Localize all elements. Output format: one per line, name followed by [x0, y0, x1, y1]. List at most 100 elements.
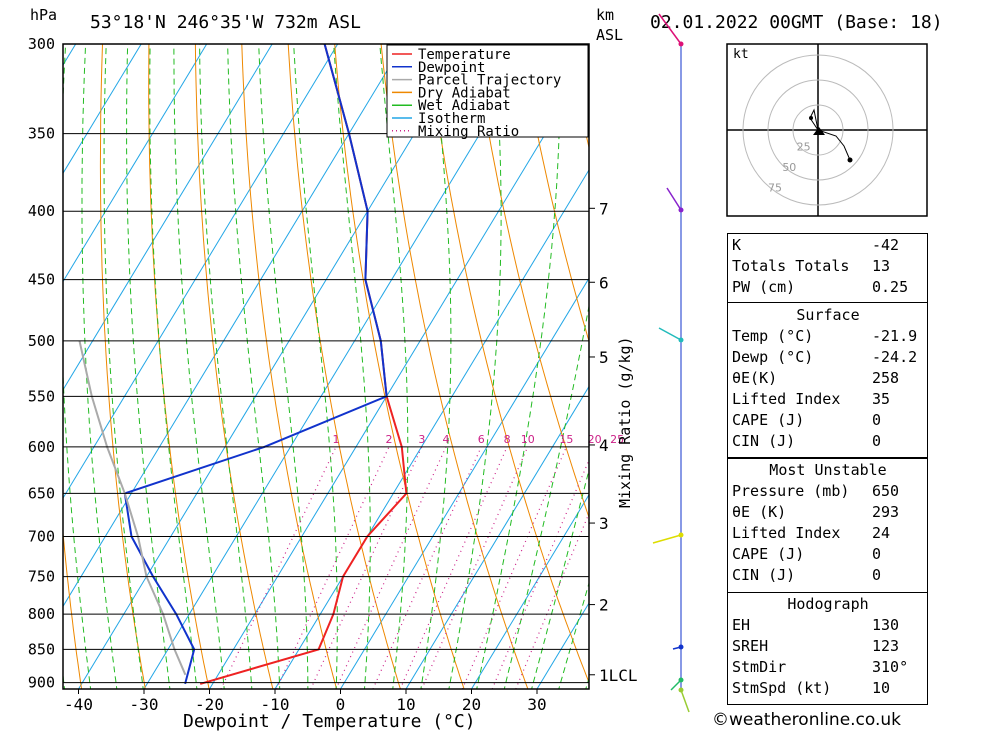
row-pw: PW (cm) 0.25 [732, 278, 909, 296]
hodograph-indices: Hodograph EH 130 SREH 123 StmDir 310° StmSp… [728, 594, 928, 699]
pressure-tick-label: 500 [28, 332, 55, 350]
height-tick-label: 5 [599, 348, 609, 367]
surface-title: Surface [796, 306, 860, 324]
hodograph-unit: kt [733, 47, 749, 62]
isotherm-line [340, 277, 589, 689]
isotherm-line [63, 44, 339, 500]
legend-label: Temperature [418, 47, 511, 63]
mixing-ratio-label: 8 [504, 433, 511, 446]
mu-title: Most Unstable [769, 461, 887, 479]
wet-adiabat-line [81, 44, 118, 689]
copyright-text[interactable]: ©weatheronline.co.uk [712, 710, 902, 730]
mixing-ratio-axis-label: Mixing Ratio (g/kg) [616, 336, 634, 508]
wet-adiabat-line [531, 468, 589, 689]
wind-barb [670, 679, 682, 691]
legend-label: Mixing Ratio [418, 124, 519, 140]
wind-barb [666, 187, 682, 211]
hodo-title: Hodograph [787, 595, 869, 613]
dry-adiabat-line [427, 44, 589, 684]
isotherm-line [405, 385, 589, 689]
pressure-tick-label: 700 [28, 527, 55, 545]
unit-km: km [596, 6, 614, 24]
hodograph-end-point [847, 157, 853, 163]
hodograph-ring [767, 79, 869, 181]
wet-adiabat-line [173, 44, 225, 689]
wet-adiabat-line [448, 44, 502, 689]
hodograph-ring-label: 75 [768, 181, 782, 194]
index-box-hodograph [727, 592, 928, 705]
mixing-ratio-label: 6 [478, 433, 485, 446]
mixing-ratio-label: 2 [386, 433, 393, 446]
temp-tick-label: -10 [261, 695, 290, 714]
height-tick-label: 1LCL [599, 666, 638, 685]
mixing-ratio-label: 10 [521, 433, 535, 446]
wind-barb [680, 689, 690, 713]
pressure-tick-label: 850 [28, 640, 55, 658]
dry-adiabat-line [241, 44, 338, 689]
mixing-ratio-label: 15 [559, 433, 573, 446]
unit-hpa: hPa [30, 6, 57, 24]
height-tick-label: 4 [599, 436, 609, 455]
hodograph-ring-label: 25 [797, 140, 811, 153]
temp-tick-label: 0 [336, 695, 346, 714]
dry-adiabat-line [985, 44, 1000, 689]
index-box-surface [727, 302, 928, 458]
dry-adiabat-line [0, 44, 18, 689]
isotherm-line [63, 44, 142, 175]
dry-adiabat-line [938, 44, 1000, 689]
series-parcel-trajectory [78, 340, 187, 676]
chart-grid [0, 44, 1000, 689]
pressure-tick-label: 800 [28, 605, 55, 623]
mixing-ratio-label: 1 [332, 433, 339, 446]
legend-label: Dry Adiabat [418, 85, 511, 101]
wet-adiabat-line [558, 581, 589, 689]
isotherm-line [274, 168, 589, 689]
pressure-tick-label: 600 [28, 438, 55, 456]
isotherm-line [63, 44, 273, 391]
dry-adiabat-line [287, 44, 401, 689]
mixing-ratio-line [275, 446, 390, 689]
pressure-tick-label: 550 [28, 387, 55, 405]
pressure-tick-label: 350 [28, 125, 55, 143]
storm-motion-marker [813, 127, 825, 135]
wet-adiabat-line [103, 44, 144, 689]
isotherm-line [143, 44, 535, 689]
pressure-tick-label: 650 [28, 484, 55, 502]
wet-adiabat-line [227, 44, 281, 689]
most-unstable-indices: Most Unstable Pressure (mb) 650 θE (K) 293… [728, 460, 928, 586]
pressure-tick-label: 300 [28, 35, 55, 53]
hodograph-ring-label: 50 [782, 161, 796, 174]
wet-adiabat-line [503, 303, 589, 689]
dry-adiabat-line [380, 44, 529, 689]
isotherm-line [63, 44, 208, 283]
height-tick-label: 6 [599, 273, 609, 292]
height-tick-label: 2 [599, 596, 609, 615]
mixing-ratio-label: 25 [610, 433, 624, 446]
legend-label: Parcel Trajectory [418, 73, 561, 89]
series-dewpoint [123, 44, 388, 685]
dry-adiabat-line [194, 44, 274, 689]
legend-box [386, 44, 589, 138]
mixing-ratio-line [491, 458, 589, 689]
pressure-tick-label: 900 [28, 674, 55, 692]
dry-adiabat-line [63, 527, 83, 689]
temp-tick-label: 20 [462, 695, 481, 714]
mixing-ratio-line [335, 446, 447, 689]
location-title: 53°18'N 246°35'W 732m ASL [90, 12, 361, 33]
wind-barb [652, 534, 682, 544]
mixing-ratio-label: 3 [418, 433, 425, 446]
hodograph-ring [742, 54, 894, 206]
hodograph-point [809, 116, 813, 120]
wind-profile [652, 13, 690, 713]
pressure-tick-label: 450 [28, 271, 55, 289]
unit-asl: ASL [596, 26, 623, 44]
legend-label: Wet Adiabat [418, 98, 511, 114]
isotherm-line [0, 44, 10, 689]
legend-label: Dewpoint [418, 60, 485, 76]
wet-adiabat-line [293, 44, 338, 689]
legend-label: Isotherm [418, 111, 485, 127]
isotherm-line [78, 44, 470, 689]
dry-adiabat-line [473, 44, 589, 519]
